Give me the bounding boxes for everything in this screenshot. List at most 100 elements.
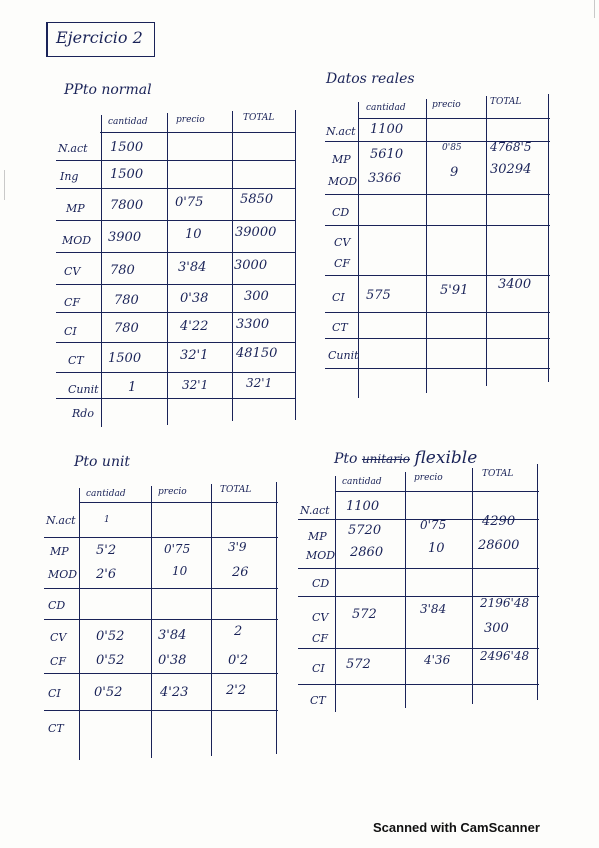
t1-total-3: 39000 [235, 225, 277, 240]
t1-total-4: 3000 [234, 258, 268, 273]
t3-precio-6: 4'23 [160, 685, 189, 700]
t1-label-9: Rdo [72, 407, 94, 420]
t1-cant-1: 1500 [110, 167, 144, 182]
t1-label-8: Cunit [68, 383, 99, 396]
t3-total-2: 26 [232, 565, 249, 580]
t1-cant-5: 780 [114, 293, 139, 308]
t2-col-precio: precio [432, 100, 461, 110]
t1-precio-8: 32'1 [182, 378, 209, 392]
title-box [46, 22, 155, 57]
t3-precio-1: 0'75 [164, 542, 191, 556]
t2-cant-0: 1100 [370, 122, 404, 137]
t1-cant-6: 780 [114, 321, 139, 336]
t1-label-5: CF [64, 296, 81, 309]
t2-heading: Datos reales [326, 71, 415, 87]
t4-precio-1: 0'75 [420, 518, 447, 532]
t3-cant-2: 2'6 [96, 567, 117, 582]
t1-label-1: Ing [60, 170, 79, 183]
t1-label-2: MP [66, 202, 85, 215]
t3-cant-6: 0'52 [94, 685, 123, 700]
t2-label-2: MOD [328, 175, 358, 188]
t3-cant-1: 5'2 [96, 543, 117, 558]
t1-label-4: CV [64, 265, 81, 278]
t4-heading: Pto unitario flexible [334, 450, 477, 467]
t1-precio-4: 3'84 [178, 260, 207, 275]
t3-label-7: CT [48, 722, 64, 735]
t2-col-cantidad: cantidad [366, 103, 406, 113]
page-title: Ejercicio 2 [56, 28, 143, 47]
t4-heading-struck: unitario [361, 452, 411, 466]
t4-label-0: N.act [300, 504, 330, 517]
t1-cant-8: 1 [128, 380, 137, 395]
t1-cant-2: 7800 [110, 198, 144, 213]
t2-label-3: CD [332, 206, 350, 219]
t1-label-7: CT [68, 354, 84, 367]
t3-label-5: CF [50, 655, 67, 668]
t4-precio-6: 4'36 [424, 653, 451, 667]
t2-total-1: 4768'5 [490, 140, 532, 154]
t4-total-1: 4290 [482, 514, 516, 529]
t1-heading: PPto normal [64, 82, 152, 98]
t3-col-precio: precio [158, 487, 187, 497]
t1-label-6: CI [64, 325, 77, 338]
t4-col-precio: precio [414, 473, 443, 483]
t4-cant-2: 2860 [350, 545, 384, 560]
t4-heading-suffix: flexible [414, 448, 478, 468]
t4-label-4: CV [312, 611, 329, 624]
t3-col-cantidad: cantidad [86, 489, 126, 499]
t4-label-7: CT [310, 694, 326, 707]
t4-total-6: 2496'48 [480, 649, 530, 663]
t2-cant-1: 5610 [370, 147, 404, 162]
t1-precio-6: 4'22 [180, 319, 209, 334]
t2-label-4: CV [334, 236, 351, 249]
t1-precio-2: 0'75 [175, 195, 204, 210]
t3-precio-4: 3'84 [158, 628, 187, 643]
t1-precio-3: 10 [185, 227, 202, 242]
t3-precio-2: 10 [172, 564, 188, 578]
t2-label-8: Cunit [328, 349, 359, 362]
t1-col-total: TOTAL [243, 113, 275, 123]
t4-precio-4: 3'84 [420, 602, 447, 616]
t1-cant-4: 780 [110, 263, 135, 278]
t2-precio-1: 0'85 [442, 143, 462, 153]
t1-col-precio: precio [176, 115, 205, 125]
t1-total-5: 300 [244, 289, 269, 304]
t2-label-1: MP [332, 153, 351, 166]
t3-label-3: CD [48, 599, 66, 612]
t3-label-6: CI [48, 687, 61, 700]
t3-label-0: N.act [46, 514, 76, 527]
t3-total-4: 2 [234, 624, 243, 639]
t4-heading-prefix: Pto [334, 451, 358, 467]
t3-total-5: 0'2 [228, 653, 249, 668]
t2-label-0: N.act [326, 125, 356, 138]
t1-col-cantidad: cantidad [108, 117, 148, 127]
t1-total-8: 32'1 [246, 376, 273, 390]
t4-label-2: MOD [306, 549, 336, 562]
t2-precio-2: 9 [450, 165, 459, 180]
t3-precio-5: 0'38 [158, 653, 187, 668]
t1-total-6: 3300 [236, 317, 270, 332]
t1-label-0: N.act [58, 142, 88, 155]
t1-cant-3: 3900 [108, 230, 142, 245]
t1-total-7: 48150 [236, 346, 278, 361]
t4-cant-0: 1100 [346, 499, 380, 514]
t4-cant-1: 5720 [348, 523, 382, 538]
t4-cant-4: 572 [352, 607, 377, 622]
t2-col-total: TOTAL [490, 97, 522, 107]
t4-label-1: MP [308, 530, 327, 543]
t1-precio-5: 0'38 [180, 291, 209, 306]
t4-label-6: CI [312, 662, 325, 675]
t2-precio-6: 5'91 [440, 283, 469, 298]
t2-label-6: CI [332, 291, 345, 304]
t3-label-1: MP [50, 545, 69, 558]
t2-cant-6: 575 [366, 288, 391, 303]
t1-total-2: 5850 [240, 192, 274, 207]
t4-label-5: CF [312, 632, 329, 645]
t2-total-6: 3400 [498, 277, 532, 292]
t3-cant-5: 0'52 [96, 653, 125, 668]
t2-cant-2: 3366 [368, 171, 402, 186]
t3-total-1: 3'9 [228, 540, 247, 554]
t1-label-3: MOD [62, 234, 92, 247]
t3-cant-0: 1 [104, 515, 110, 525]
t4-cant-6: 572 [346, 657, 371, 672]
